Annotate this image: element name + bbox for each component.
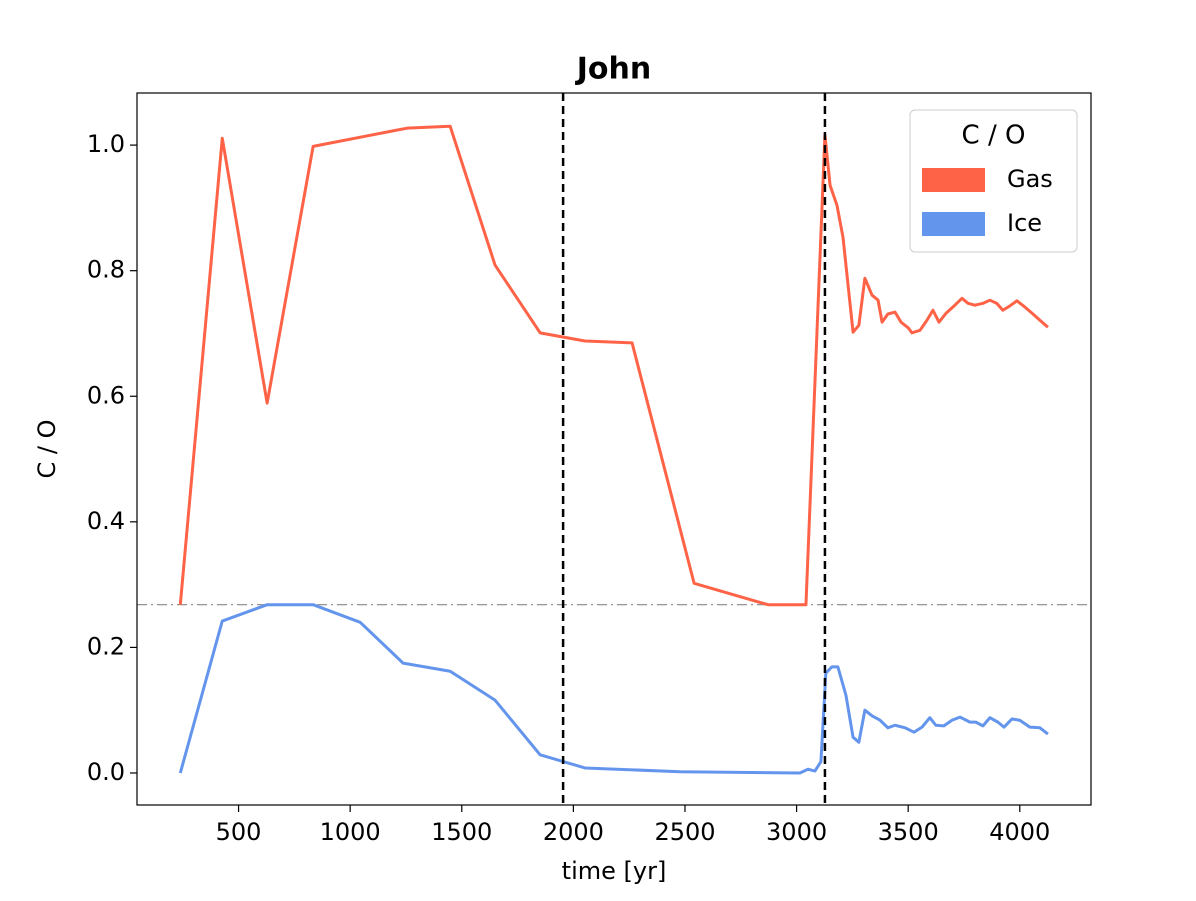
legend-label: Gas [1007, 165, 1053, 193]
y-tick-label: 0.4 [87, 507, 125, 535]
y-tick-label: 0.0 [87, 758, 125, 786]
y-axis-label: C / O [33, 420, 61, 479]
x-tick-label: 500 [216, 818, 262, 846]
y-tick-label: 0.8 [87, 256, 125, 284]
data-line [178, 124, 1049, 607]
x-tick-label: 3000 [766, 818, 827, 846]
legend-swatch [922, 168, 985, 192]
x-tick-label: 2500 [654, 818, 715, 846]
legend-label: Ice [1007, 209, 1042, 237]
y-tick-label: 0.6 [87, 381, 125, 409]
x-tick-label: 3500 [878, 818, 939, 846]
plot-frame [136, 92, 1092, 806]
data-line [178, 603, 1049, 775]
x-axis-label: time [yr] [562, 857, 667, 885]
legend-title: C / O [962, 121, 1026, 151]
x-tick-label: 2000 [543, 818, 604, 846]
y-tick-label: 1.0 [87, 130, 125, 158]
legend-swatch [922, 212, 985, 236]
x-tick-label: 1500 [431, 818, 492, 846]
x-tick-label: 4000 [989, 818, 1050, 846]
x-tick-label: 1000 [320, 818, 381, 846]
y-tick-label: 0.2 [87, 632, 125, 660]
chart-title: John [575, 52, 652, 87]
